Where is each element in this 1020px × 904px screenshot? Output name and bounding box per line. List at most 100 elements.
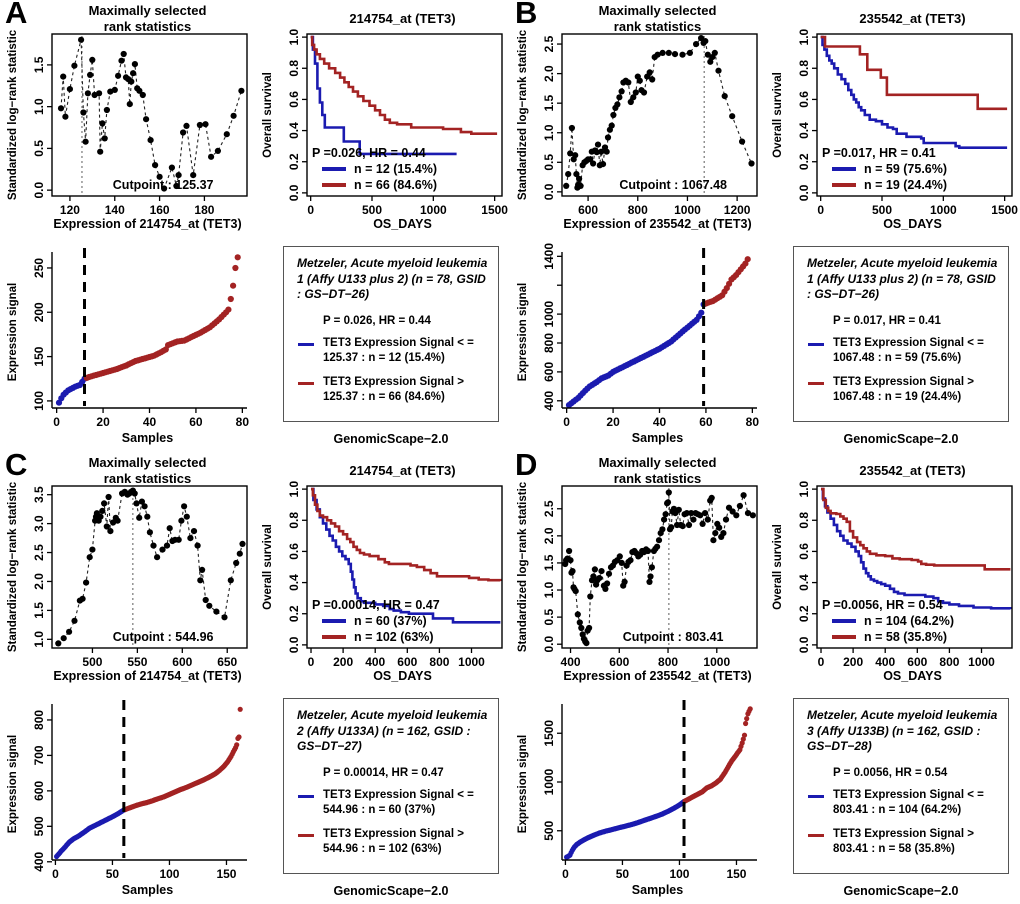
km-plot-title: 235542_at (TET3) (859, 463, 966, 478)
svg-text:Cutpoint : 125.37: Cutpoint : 125.37 (113, 178, 214, 192)
svg-text:1.0: 1.0 (287, 28, 301, 45)
svg-text:500: 500 (82, 655, 102, 669)
km-legend-row-low: n = 104 (64.2%) (832, 614, 954, 628)
km-stats-text: P =0.026, HR = 0.44 (312, 146, 426, 160)
info-legend-row-high: TET3 Expression Signal > 1067.48 : n = 1… (808, 375, 1002, 405)
svg-text:0.0: 0.0 (797, 184, 811, 201)
km-stats-text: P =0.00014, HR = 0.47 (312, 598, 440, 612)
svg-text:0.4: 0.4 (797, 122, 811, 139)
study-info-box: Metzeler, Acute myeloid leukemia 3 (Affy… (793, 698, 1009, 874)
svg-text:0.0: 0.0 (542, 636, 556, 653)
svg-text:800: 800 (32, 710, 46, 730)
expression-plot-canvas: 0 50 100 150 500 1000 1500 (542, 700, 757, 881)
rank-plot-title-line2: rank statistics (613, 470, 702, 486)
svg-text:0.5: 0.5 (542, 154, 556, 171)
km-inplot-legend: P =0.017, HR = 0.41 n = 59 (75.6%) n = 1… (822, 146, 947, 192)
svg-text:0: 0 (563, 415, 570, 429)
rank-plot-title-line2: rank statistics (103, 18, 192, 34)
study-info-box: Metzeler, Acute myeloid leukemia 2 (Affy… (283, 698, 499, 874)
svg-text:0: 0 (308, 655, 315, 669)
svg-text:1000: 1000 (420, 203, 447, 217)
expression-plot-canvas: 0 20 40 60 80 100 150 200 250 (32, 248, 249, 429)
svg-text:1.0: 1.0 (32, 98, 46, 115)
expression-x-axis-label: Samples (631, 431, 684, 445)
red-line-swatch (322, 183, 346, 187)
km-legend-high-label: n = 19 (24.4%) (864, 178, 948, 192)
blue-line-swatch (298, 794, 314, 799)
km-inplot-legend: P =0.00014, HR = 0.47 n = 60 (37%) n = 1… (312, 598, 440, 644)
svg-text:150: 150 (216, 867, 236, 881)
svg-text:1000: 1000 (968, 655, 995, 669)
rank-plot-title: Maximally selected rank statistics (40, 455, 255, 487)
genomicscape-footer: GenomicScape−2.0 (333, 884, 449, 898)
low-group-label: TET3 Expression Signal < = 125.37 : n = … (323, 336, 474, 364)
info-legend-row-high: TET3 Expression Signal > 125.37 : n = 66… (298, 375, 492, 405)
figure-panel-C: C Maximally selected rank statistics Sta… (0, 447, 510, 904)
kaplan-meier-plot: 235542_at (TET3) Overall survival 0 500 10… (765, 0, 1020, 240)
panel-label: C (5, 447, 28, 482)
svg-text:2.0: 2.0 (32, 573, 46, 590)
info-legend-row-low: TET3 Expression Signal < = 544.96 : n = … (298, 788, 492, 818)
km-plot-title: 214754_at (TET3) (349, 11, 456, 26)
svg-text:800: 800 (628, 203, 648, 217)
svg-text:0.4: 0.4 (287, 122, 301, 139)
svg-text:500: 500 (32, 816, 46, 836)
info-stats-text: P = 0.00014, HR = 0.47 (323, 766, 444, 779)
svg-text:0: 0 (307, 203, 314, 217)
red-line-swatch (298, 381, 314, 386)
svg-text:0.6: 0.6 (797, 91, 811, 108)
svg-text:1000: 1000 (542, 768, 556, 795)
svg-text:1500: 1500 (991, 203, 1018, 217)
expression-signal-plot: Expression signal 0 20 40 60 80 100 150 200 250 … (0, 240, 255, 452)
figure-panel-B: B Maximally selected rank statistics Sta… (510, 0, 1020, 452)
red-line-swatch (808, 381, 824, 386)
red-line-swatch (322, 635, 346, 639)
rank-x-axis-label: Expression of 214754_at (TET3) (53, 217, 242, 231)
blue-line-swatch (832, 167, 856, 171)
svg-text:1200: 1200 (724, 203, 751, 217)
panel-label: D (515, 447, 538, 482)
rank-x-axis-label: Expression of 235542_at (TET3) (563, 217, 752, 231)
low-group-label: TET3 Expression Signal < = 1067.48 : n =… (833, 336, 984, 364)
svg-text:Cutpoint : 544.96: Cutpoint : 544.96 (113, 630, 214, 644)
km-legend-high-label: n = 102 (63%) (354, 630, 434, 644)
info-stats-text: P = 0.0056, HR = 0.54 (833, 766, 948, 779)
rank-plot-title: Maximally selected rank statistics (550, 455, 765, 487)
panel-label: B (515, 0, 538, 30)
svg-text:0: 0 (818, 655, 825, 669)
study-info-cell: Metzeler, Acute myeloid leukemia 1 (Affy… (765, 240, 1020, 452)
svg-text:500: 500 (872, 203, 892, 217)
svg-text:500: 500 (362, 203, 382, 217)
svg-text:1000: 1000 (703, 655, 730, 669)
expression-signal-plot: Expression signal 0 50 100 150 400 500 600 700 8… (0, 692, 255, 904)
rank-plot-canvas: Cutpoint : 803.41 400 600 800 1000 0.0 0.5 1.0 1… (542, 485, 758, 669)
km-legend-high-label: n = 58 (35.8%) (864, 630, 948, 644)
km-x-axis-label: OS_DAYS (373, 669, 432, 683)
svg-text:0: 0 (562, 867, 569, 881)
svg-text:400: 400 (875, 655, 895, 669)
svg-text:550: 550 (127, 655, 147, 669)
svg-text:Cutpoint : 803.41: Cutpoint : 803.41 (623, 630, 724, 644)
svg-text:180: 180 (194, 203, 214, 217)
red-line-swatch (808, 833, 824, 838)
km-inplot-legend: P =0.026, HR = 0.44 n = 12 (15.4%) n = 6… (312, 146, 437, 192)
svg-text:0.5: 0.5 (542, 608, 556, 625)
kaplan-meier-plot: 235542_at (TET3) Overall survival 0 200 40… (765, 452, 1020, 692)
svg-text:0.5: 0.5 (32, 140, 46, 157)
svg-text:1500: 1500 (481, 203, 508, 217)
expression-plot-canvas: 0 50 100 150 400 500 600 700 800 (32, 700, 247, 881)
svg-text:200: 200 (333, 655, 353, 669)
svg-text:50: 50 (106, 867, 120, 881)
info-legend-row-high: TET3 Expression Signal > 544.96 : n = 10… (298, 827, 492, 857)
blue-line-swatch (832, 619, 856, 623)
svg-text:140: 140 (105, 203, 125, 217)
svg-text:650: 650 (217, 655, 237, 669)
km-stats-text: P =0.0056, HR = 0.54 (822, 598, 943, 612)
svg-text:600: 600 (542, 362, 556, 382)
svg-text:0.6: 0.6 (797, 543, 811, 560)
svg-text:1.5: 1.5 (542, 95, 556, 112)
blue-line-swatch (322, 167, 346, 171)
svg-text:Cutpoint : 1067.48: Cutpoint : 1067.48 (619, 178, 727, 192)
low-group-label: TET3 Expression Signal < = 544.96 : n = … (323, 788, 474, 816)
